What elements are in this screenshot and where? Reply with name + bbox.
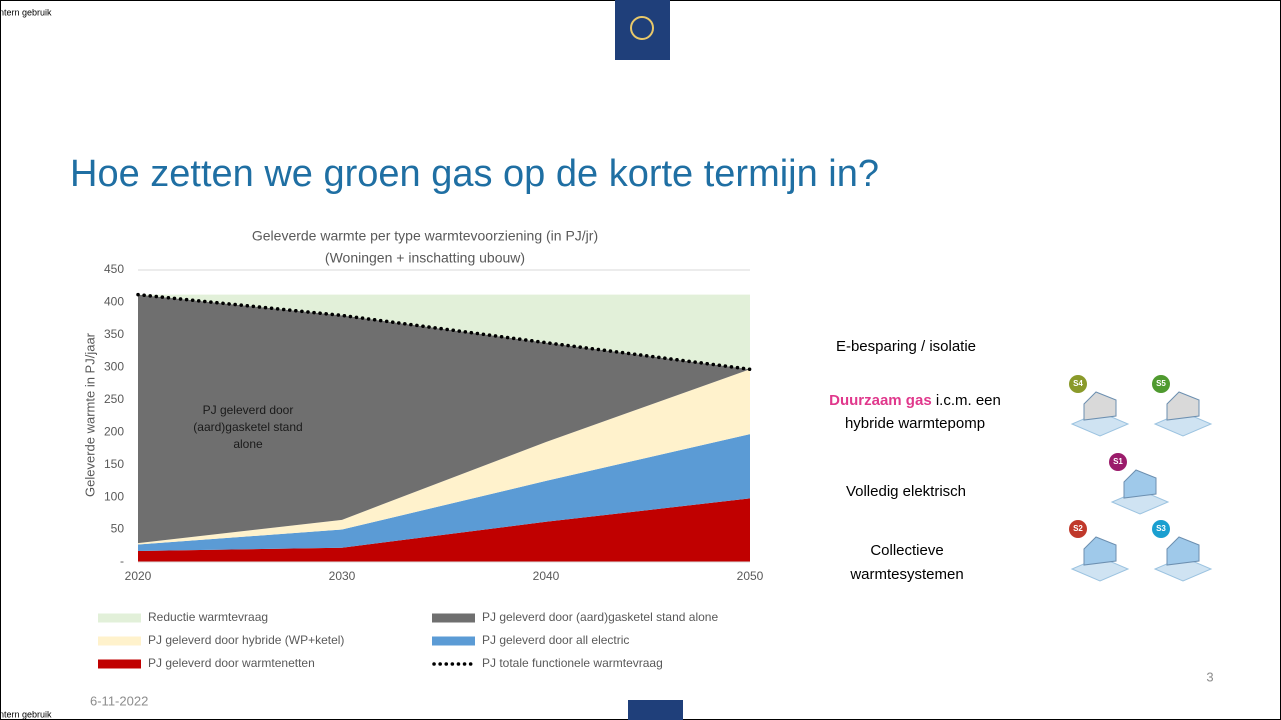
date: 6-11-2022 — [90, 693, 148, 708]
option-text: i.c.m. een — [936, 392, 1001, 409]
legend-swatch — [432, 637, 475, 646]
page-number: 3 — [1206, 669, 1213, 684]
footer-logo — [628, 700, 683, 720]
legend-label: PJ geleverd door hybride (WP+ketel) — [148, 633, 344, 647]
option-text: Collectieve — [870, 542, 943, 559]
badge-label: S5 — [1156, 379, 1166, 388]
x-tick-label: 2040 — [533, 569, 560, 583]
x-tick-label: 2050 — [737, 569, 764, 583]
option-text: hybride warmtepomp — [845, 415, 985, 432]
y-tick-label: - — [120, 554, 124, 568]
legend-label: PJ totale functionele warmtevraag — [482, 656, 663, 670]
y-tick-label: 350 — [104, 327, 124, 341]
y-tick-label: 150 — [104, 457, 124, 471]
legend-label: PJ geleverd door all electric — [482, 633, 629, 647]
slide: ntern gebruik ntern gebruik Hoe zetten w… — [0, 0, 1281, 720]
y-tick-label: 450 — [104, 262, 124, 276]
x-tick-label: 2030 — [329, 569, 356, 583]
y-tick-label: 300 — [104, 360, 124, 374]
legend-label: PJ geleverd door (aard)gasketel stand al… — [482, 610, 718, 624]
plot: - 50 100 150 200 250 300 350 400 450 2020 2030 2040 2… — [104, 262, 764, 583]
legend-swatch — [98, 614, 141, 623]
y-tick-label: 400 — [104, 295, 124, 309]
legend-swatch — [98, 660, 141, 669]
page: ntern gebruik ntern gebruik Hoe zetten w… — [0, 0, 1281, 720]
x-tick-label: 2020 — [125, 569, 152, 583]
legend-swatch — [98, 637, 141, 646]
legend-swatch — [432, 614, 475, 623]
y-tick-label: 200 — [104, 424, 124, 438]
badge-label: S1 — [1113, 457, 1123, 466]
annotation: (aard)gasketel stand — [193, 420, 302, 434]
option-text: E-besparing / isolatie — [836, 338, 976, 355]
corner-label: ntern gebruik — [0, 709, 52, 719]
corner-label: ntern gebruik — [0, 7, 52, 17]
option-text: Duurzaam gas i.c.m. een — [829, 392, 1001, 409]
y-tick-label: 100 — [104, 489, 124, 503]
chart-title: Geleverde warmte per type warmtevoorzien… — [252, 228, 598, 244]
chart-subtitle: (Woningen + inschatting ubouw) — [325, 250, 525, 266]
y-tick-label: 50 — [111, 522, 125, 536]
y-axis-label: Geleverde warmte in PJ/jaar — [82, 332, 97, 497]
option-text: warmtesystemen — [849, 566, 963, 583]
badge-label: S4 — [1073, 379, 1083, 388]
y-tick-label: 250 — [104, 392, 124, 406]
legend-label: Reductie warmtevraag — [148, 610, 268, 624]
badge-label: S2 — [1073, 524, 1083, 533]
annotation: alone — [233, 437, 263, 451]
logo — [615, 0, 670, 60]
badge-label: S3 — [1156, 524, 1166, 533]
highlight: Duurzaam gas — [829, 392, 932, 409]
legend-label: PJ geleverd door warmtenetten — [148, 656, 315, 670]
slide-heading: Hoe zetten we groen gas op de korte term… — [70, 153, 879, 195]
annotation: PJ geleverd door — [203, 403, 294, 417]
option-text: Volledig elektrisch — [846, 483, 966, 500]
